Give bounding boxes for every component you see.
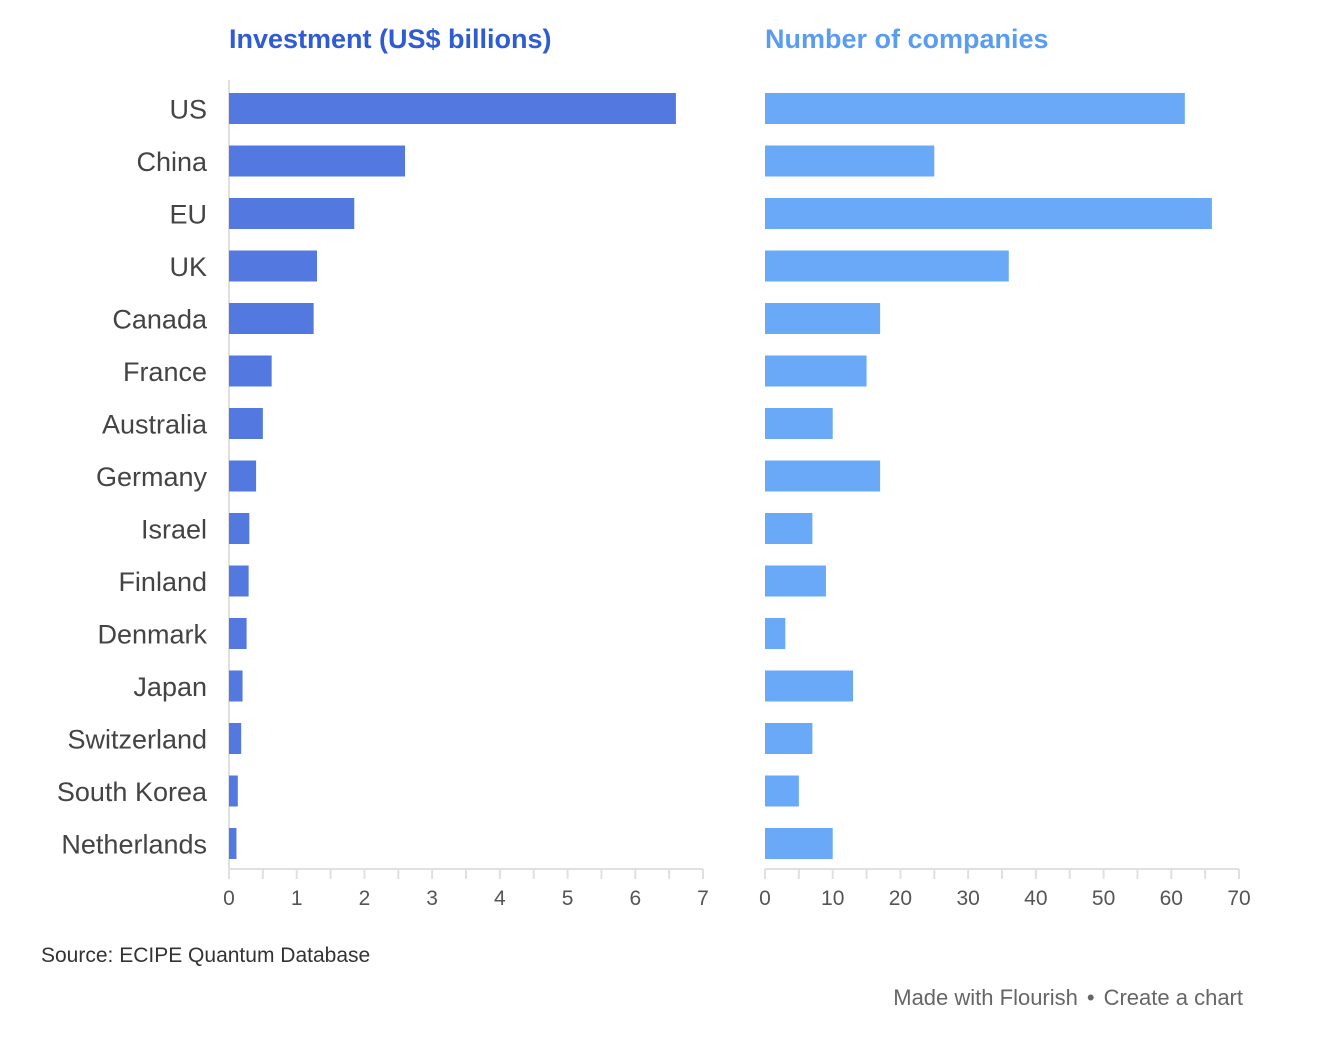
- category-label: Australia: [102, 410, 208, 440]
- bar-canada[interactable]: [229, 303, 314, 334]
- bar-netherlands[interactable]: [765, 828, 833, 859]
- x-tick-label: 20: [889, 887, 912, 910]
- category-label: EU: [169, 200, 207, 230]
- category-label: Netherlands: [61, 830, 207, 860]
- bar-switzerland[interactable]: [765, 723, 813, 754]
- bar-finland[interactable]: [229, 565, 249, 597]
- bar-south-korea[interactable]: [229, 775, 238, 807]
- bar-denmark[interactable]: [229, 618, 247, 649]
- footer-separator: •: [1086, 985, 1095, 1010]
- bar-france[interactable]: [765, 355, 867, 387]
- companies-chart-title: Number of companies: [765, 24, 1049, 54]
- bar-japan[interactable]: [765, 670, 854, 702]
- bar-china[interactable]: [229, 145, 406, 177]
- bar-netherlands[interactable]: [229, 828, 237, 859]
- made-with-flourish-link[interactable]: Made with Flourish: [893, 985, 1078, 1010]
- bar-switzerland[interactable]: [229, 723, 242, 754]
- bar-germany[interactable]: [229, 460, 257, 492]
- x-tick-label: 40: [1024, 887, 1047, 910]
- bar-australia[interactable]: [765, 408, 833, 439]
- bar-finland[interactable]: [765, 565, 826, 597]
- x-tick-label: 6: [629, 887, 641, 910]
- x-tick-label: 30: [956, 887, 979, 910]
- category-label: Switzerland: [67, 725, 207, 755]
- bar-israel[interactable]: [229, 513, 250, 544]
- x-tick-label: 60: [1160, 887, 1183, 910]
- x-tick-label: 5: [562, 887, 574, 910]
- category-label: Germany: [96, 462, 208, 492]
- x-tick-label: 50: [1092, 887, 1115, 910]
- source-note: Source: ECIPE Quantum Database: [41, 944, 371, 967]
- x-tick-label: 1: [291, 887, 303, 910]
- category-label: Denmark: [97, 620, 207, 650]
- category-label: China: [136, 147, 208, 177]
- x-tick-label: 70: [1227, 887, 1250, 910]
- bar-eu[interactable]: [229, 198, 355, 229]
- x-tick-label: 7: [697, 887, 709, 910]
- category-label: Israel: [141, 515, 207, 545]
- bar-denmark[interactable]: [765, 618, 786, 649]
- category-label: Canada: [112, 305, 208, 335]
- bar-japan[interactable]: [229, 670, 243, 702]
- category-label: Japan: [133, 672, 207, 702]
- x-tick-label: 10: [821, 887, 844, 910]
- bar-south-korea[interactable]: [765, 775, 799, 807]
- category-label: UK: [169, 252, 207, 282]
- category-label: South Korea: [57, 777, 208, 807]
- create-chart-link[interactable]: Create a chart: [1103, 985, 1243, 1010]
- category-label: Finland: [118, 567, 207, 597]
- bar-france[interactable]: [229, 355, 272, 387]
- x-tick-label: 0: [759, 887, 771, 910]
- bar-uk[interactable]: [765, 250, 1009, 282]
- bar-australia[interactable]: [229, 408, 263, 439]
- x-tick-label: 2: [359, 887, 371, 910]
- bar-israel[interactable]: [765, 513, 813, 544]
- bar-germany[interactable]: [765, 460, 881, 492]
- bar-uk[interactable]: [229, 250, 318, 282]
- category-label: US: [169, 95, 207, 125]
- bar-us[interactable]: [229, 93, 676, 124]
- x-tick-label: 4: [494, 887, 506, 910]
- x-tick-label: 0: [223, 887, 235, 910]
- bar-canada[interactable]: [765, 303, 881, 334]
- bar-eu[interactable]: [765, 198, 1212, 229]
- flourish-credit: Made with Flourish • Create a chart: [893, 985, 1243, 1011]
- bar-us[interactable]: [765, 93, 1185, 124]
- x-tick-label: 3: [426, 887, 438, 910]
- bar-china[interactable]: [765, 145, 935, 177]
- investment-chart-title: Investment (US$ billions): [229, 24, 552, 54]
- category-label: France: [123, 357, 207, 387]
